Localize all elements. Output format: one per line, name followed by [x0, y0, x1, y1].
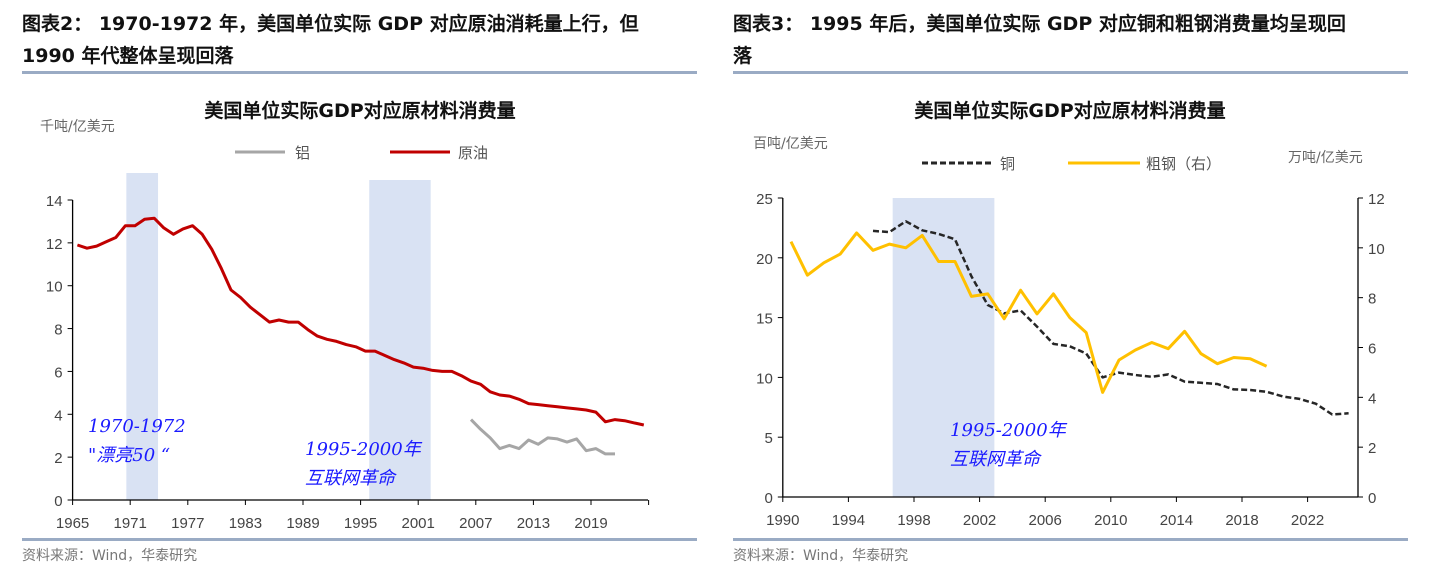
right-heading-line1: 图表3： 1995 年后，美国单位实际 GDP 对应铜和粗钢消费量均呈现回 [733, 13, 1346, 35]
y-tick-label: 4 [54, 407, 62, 424]
left-source: 资料来源：Wind，华泰研究 [22, 548, 198, 564]
x-tick-label: 1971 [114, 515, 147, 532]
y-tick-label-right: 2 [1368, 440, 1376, 457]
y-tick-label-right: 4 [1368, 390, 1376, 407]
chart-title: 美国单位实际GDP对应原材料消费量 [204, 99, 515, 122]
shaded-period [126, 173, 159, 500]
x-tick-label: 2014 [1160, 512, 1193, 529]
x-tick-label: 1994 [832, 512, 865, 529]
x-tick-label: 1998 [897, 512, 930, 529]
x-tick-label: 1990 [766, 512, 799, 529]
y-tick-label: 14 [46, 193, 63, 210]
y-tick-label: 25 [756, 191, 773, 208]
right-heading-line2: 落 [733, 45, 753, 67]
left-heading-line2: 1990 年代整体呈现回落 [22, 45, 234, 67]
series-line-铝 [469, 418, 615, 456]
y-axis-unit-right: 万吨/亿美元 [1288, 150, 1363, 166]
x-tick-label: 2010 [1094, 512, 1127, 529]
y-tick-label: 20 [756, 251, 773, 268]
x-tick-label: 2002 [963, 512, 996, 529]
chart-title: 美国单位实际GDP对应原材料消费量 [914, 99, 1225, 122]
left-footer-rule [22, 538, 697, 541]
y-tick-label: 5 [764, 430, 772, 447]
x-tick-label: 2022 [1291, 512, 1324, 529]
left-heading-line1: 图表2： 1970-1972 年，美国单位实际 GDP 对应原油消耗量上行，但 [22, 13, 639, 35]
y-tick-label: 6 [54, 364, 62, 381]
right-source: 资料来源：Wind，华泰研究 [733, 548, 909, 564]
y-tick-label-right: 10 [1368, 241, 1385, 258]
x-tick-label: 2006 [1029, 512, 1062, 529]
annotation-text: "漂亮50 “ [88, 445, 170, 466]
series-line-原油 [76, 216, 645, 427]
x-tick-label: 2018 [1225, 512, 1258, 529]
left-heading-rule [22, 71, 697, 74]
y-tick-label: 15 [756, 311, 773, 328]
legend-label: 粗钢（右） [1146, 155, 1221, 173]
y-tick-label: 10 [756, 370, 773, 387]
shaded-period [369, 180, 431, 500]
x-tick-label: 1989 [286, 515, 319, 532]
x-tick-label: 2001 [402, 515, 435, 532]
y-tick-label: 0 [54, 493, 62, 510]
y-tick-label: 8 [54, 322, 62, 339]
x-tick-label: 2013 [517, 515, 550, 532]
x-tick-label: 1995 [344, 515, 377, 532]
y-tick-label-right: 6 [1368, 341, 1376, 358]
y-tick-label: 10 [46, 279, 63, 296]
annotation-text: 1995-2000年 [950, 420, 1068, 441]
legend-label: 铜 [1000, 155, 1015, 173]
right-footer-rule [733, 538, 1408, 541]
y-tick-label: 0 [764, 490, 772, 507]
right-heading-rule [733, 71, 1408, 74]
x-tick-label: 1977 [171, 515, 204, 532]
annotation-text: 1995-2000年 [305, 439, 423, 460]
legend-label: 铝 [295, 144, 310, 162]
x-tick-label: 1983 [229, 515, 262, 532]
y-axis-unit: 千吨/亿美元 [40, 119, 115, 135]
y-tick-label-right: 0 [1368, 490, 1376, 507]
x-tick-label: 1965 [56, 515, 89, 532]
y-tick-label-right: 8 [1368, 291, 1376, 308]
annotation-text: 1970-1972 [88, 416, 186, 437]
legend-label: 原油 [458, 144, 488, 162]
shaded-period [892, 198, 995, 497]
x-tick-label: 2019 [574, 515, 607, 532]
y-axis-unit: 百吨/亿美元 [753, 136, 828, 152]
x-tick-label: 2007 [459, 515, 492, 532]
y-tick-label: 2 [54, 450, 62, 467]
annotation-text: 互联网革命 [305, 468, 397, 489]
annotation-text: 互联网革命 [950, 449, 1042, 470]
y-tick-label: 12 [46, 236, 63, 253]
y-tick-label-right: 12 [1368, 191, 1385, 208]
series-line-粗钢（右） [789, 231, 1268, 394]
